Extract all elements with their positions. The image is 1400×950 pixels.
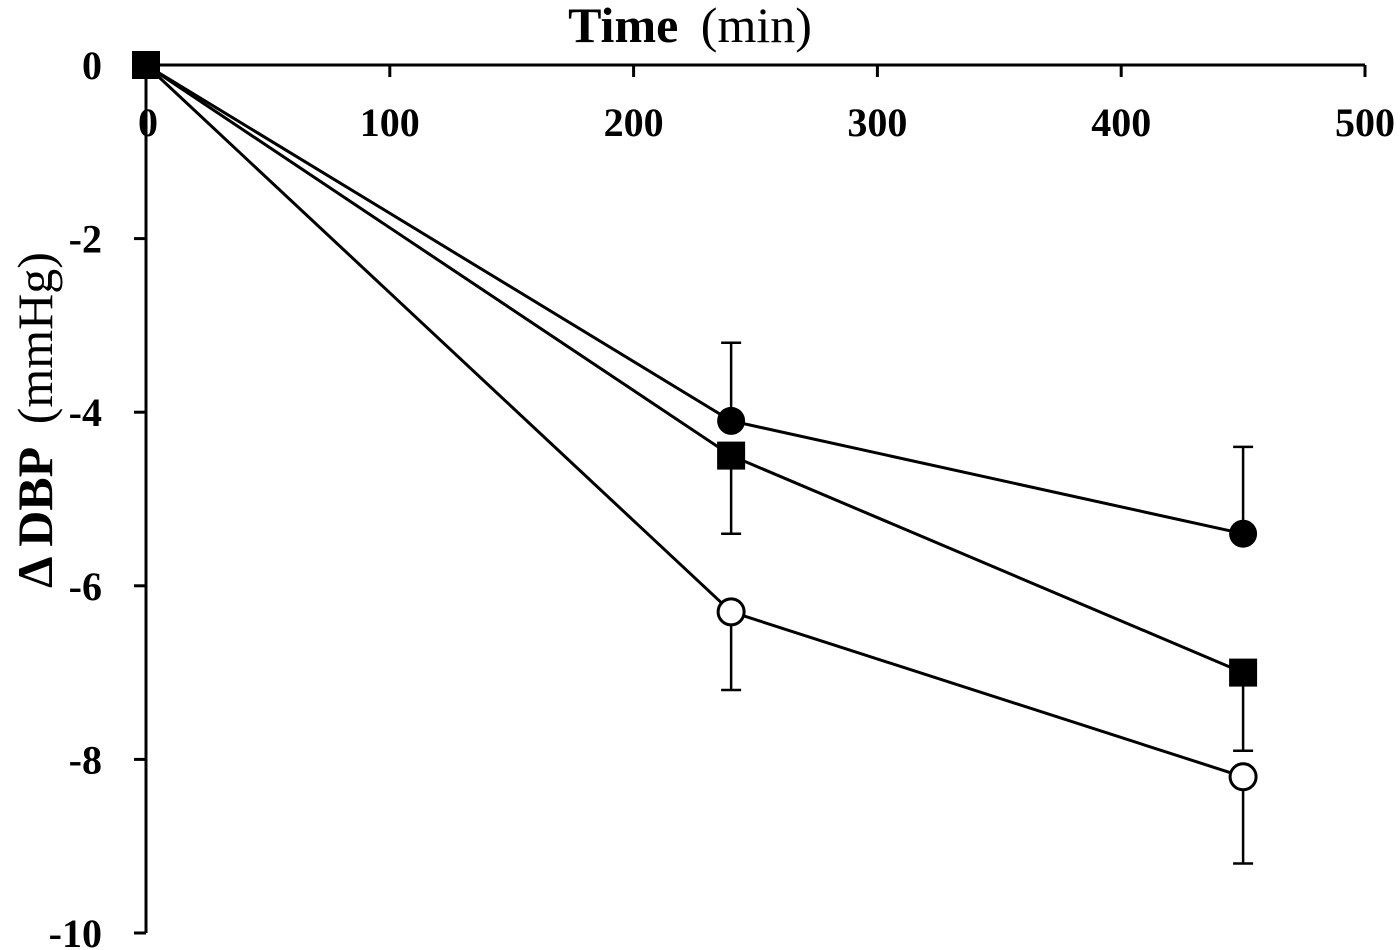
x-tick-label: 500 — [1335, 100, 1395, 145]
y-axis-title-unit: (mmHg) — [7, 252, 63, 424]
series-layer — [132, 51, 1258, 865]
series-line-filled-circle — [145, 63, 1244, 536]
y-axis-title-main: Δ DBP — [7, 447, 63, 588]
x-tick-label: 100 — [360, 100, 420, 145]
y-tick-label: 0 — [82, 43, 102, 88]
y-tick-label: -8 — [69, 737, 102, 782]
x-axis-title-main: Time — [568, 0, 678, 53]
y-tick-label: -6 — [69, 564, 102, 609]
series-line-open-circle — [144, 63, 1244, 779]
x-tick-label: 0 — [138, 100, 158, 145]
x-ticks: 0 100 200 300 400 500 — [138, 65, 1395, 145]
data-point-filled-square — [717, 441, 746, 470]
data-point-filled-square — [1229, 658, 1258, 687]
y-tick-label: -2 — [69, 217, 102, 262]
x-tick-label: 400 — [1091, 100, 1151, 145]
data-point-filled-square — [132, 51, 160, 79]
y-ticks: 0 -2 -4 -6 -8 -10 — [49, 43, 146, 950]
x-tick-label: 300 — [847, 100, 907, 145]
x-tick-label: 200 — [604, 100, 664, 145]
series-markers — [132, 51, 1258, 792]
error-bars — [721, 341, 1254, 865]
x-axis-title: Time (min) — [568, 0, 812, 53]
data-point-open-circle — [1228, 762, 1258, 792]
data-point-filled-circle — [1229, 519, 1258, 548]
series-lines — [144, 63, 1244, 779]
series-line-filled-square — [145, 63, 1244, 674]
data-point-filled-circle — [717, 406, 746, 435]
y-tick-label: -10 — [49, 911, 102, 950]
y-axis-title: Δ DBP (mmHg) — [7, 252, 63, 588]
x-axis-title-unit: (min) — [701, 0, 812, 53]
axes — [144, 63, 1365, 933]
y-tick-label: -4 — [69, 390, 102, 435]
data-point-open-circle — [716, 597, 746, 627]
